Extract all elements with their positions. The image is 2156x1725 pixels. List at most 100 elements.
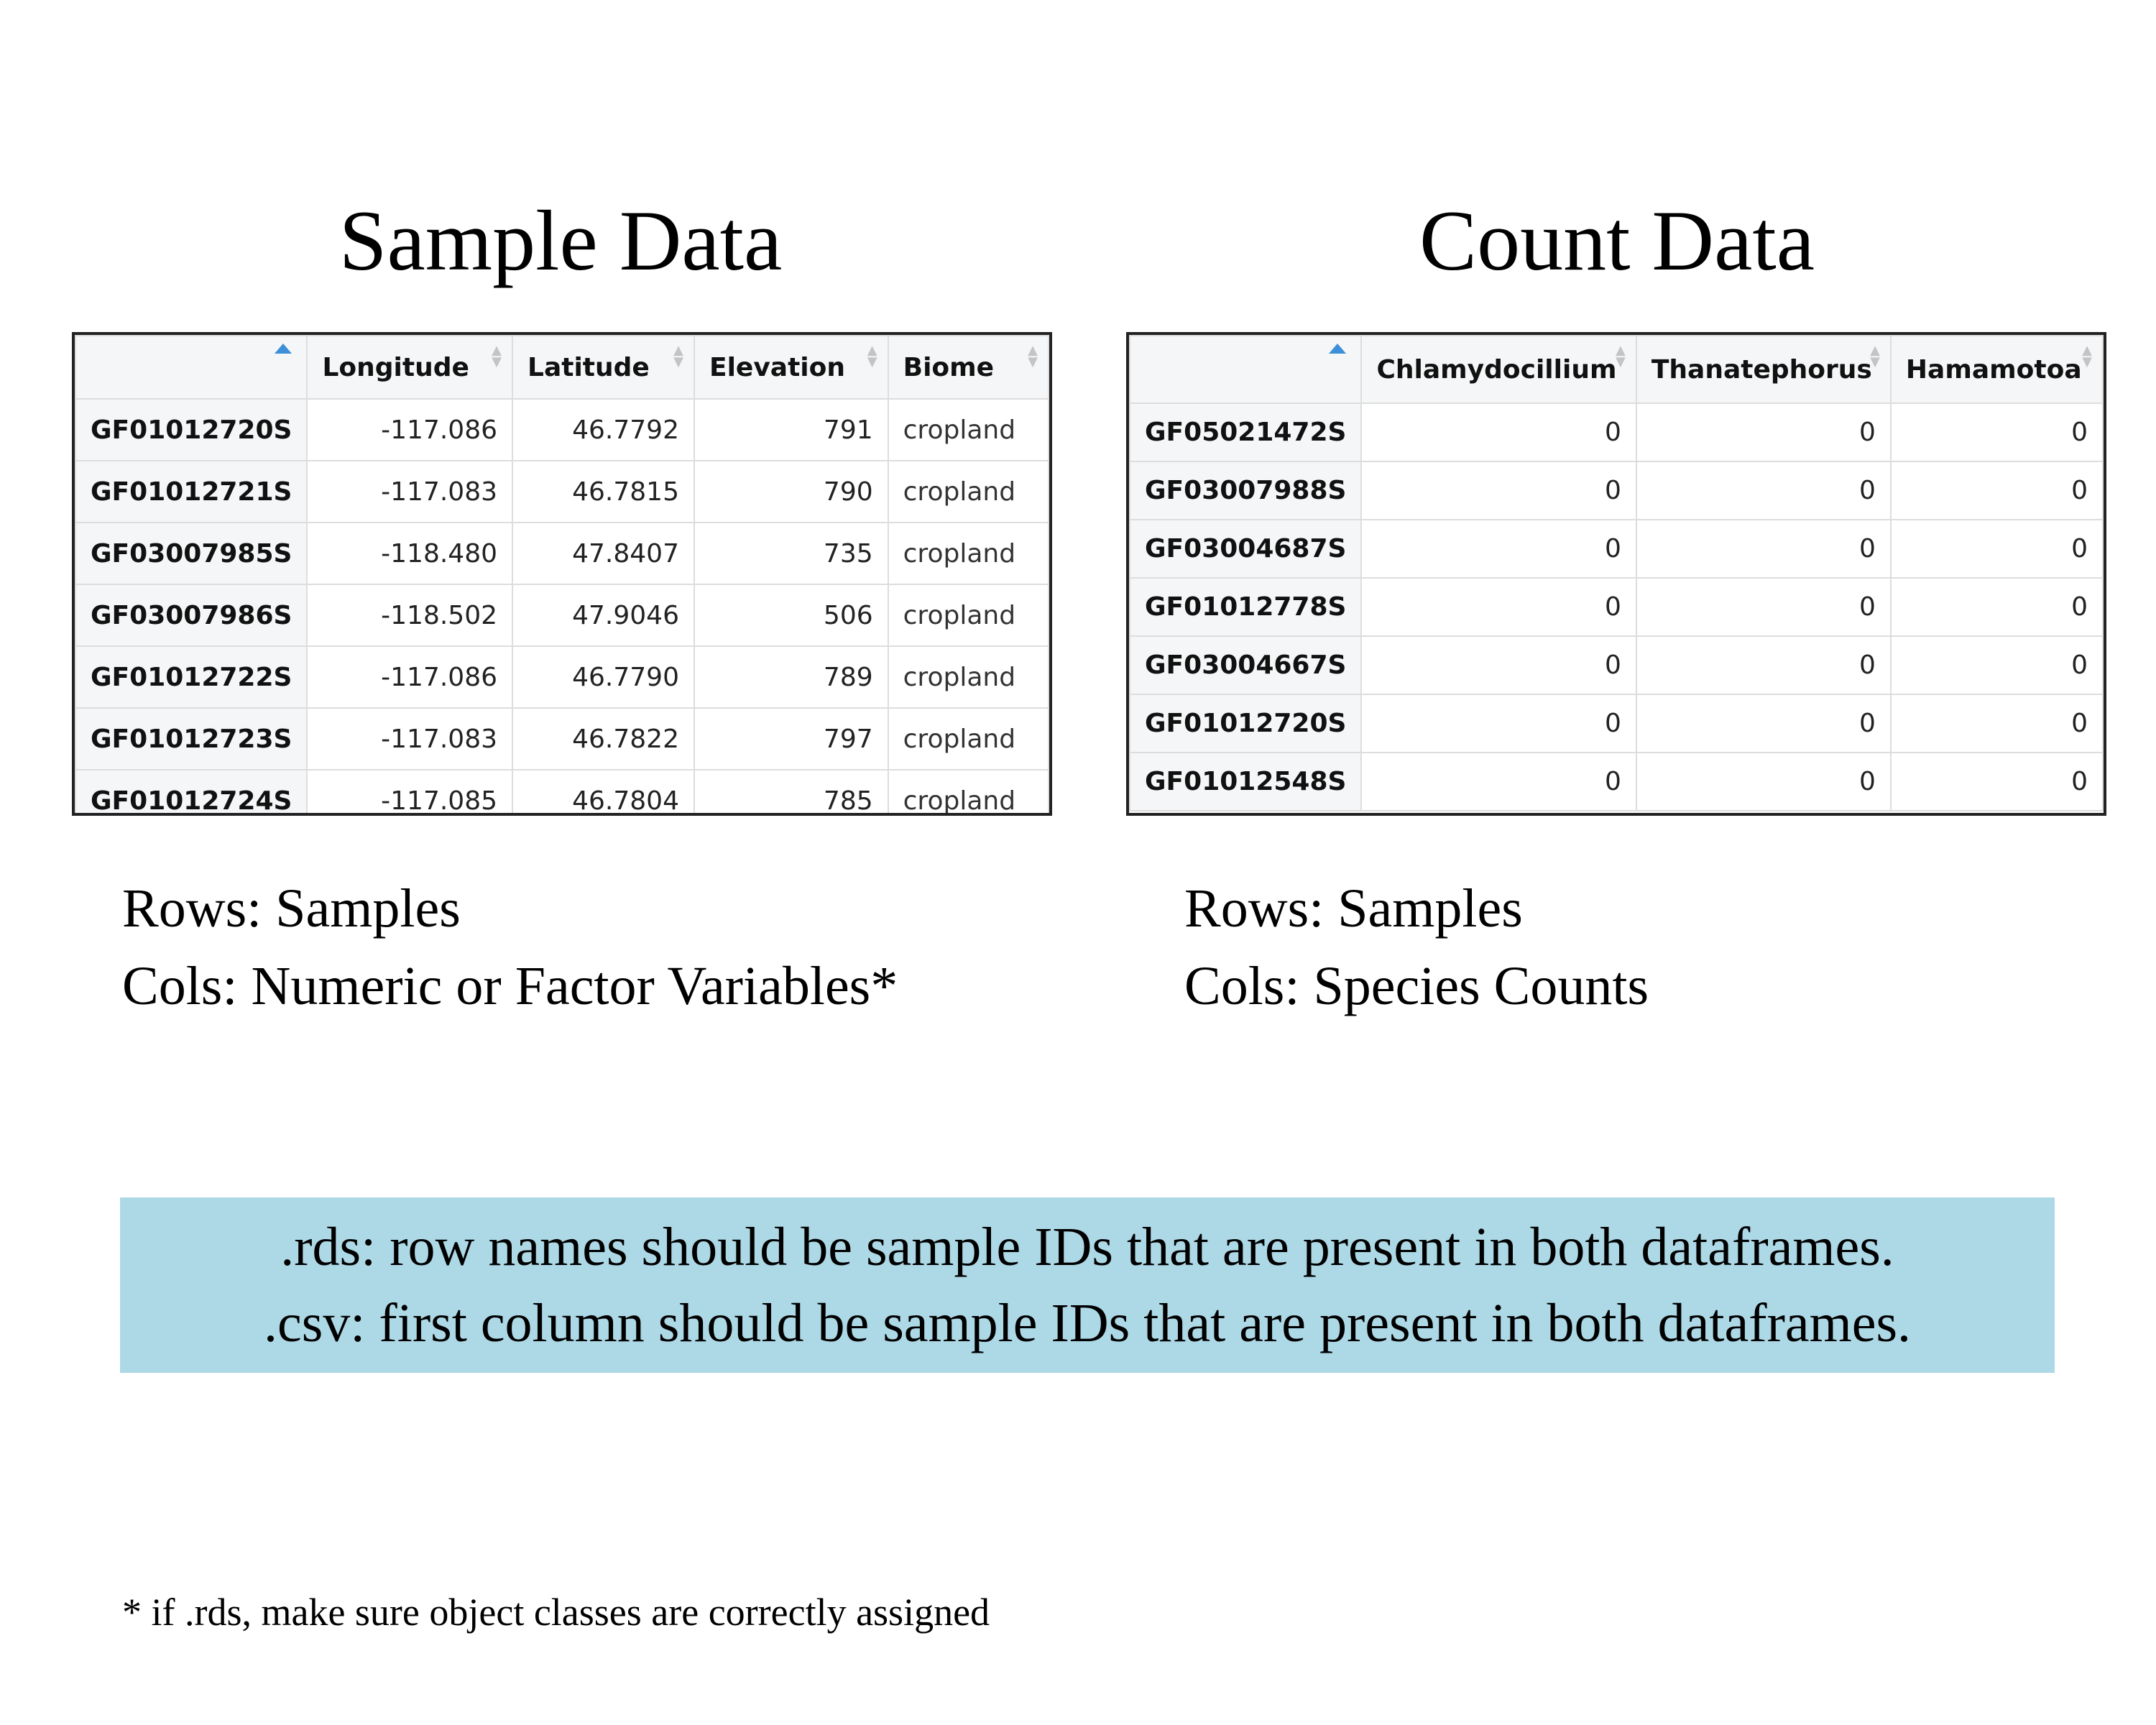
sample-column-header[interactable]: Elevation ▲ ▼ xyxy=(693,335,889,400)
sort-ascending-icon xyxy=(275,344,292,354)
table-cell: 46.7792 xyxy=(512,398,695,461)
table-row: GF01012722S -117.086 46.7790 789 cropland xyxy=(75,645,1049,709)
table-cell: -117.083 xyxy=(306,707,513,770)
table-cell: 46.7822 xyxy=(512,707,695,770)
format-note-box: .rds: row names should be sample IDs tha… xyxy=(120,1197,2055,1373)
table-cell: 0 xyxy=(1635,635,1892,695)
count-data-table: Chlamydocillium ▲ ▼ Thanatephorus ▲ ▼ Hamamoto… xyxy=(1129,335,2104,811)
sample-id-cell: GF05021472S xyxy=(1129,402,1363,462)
table-cell: 0 xyxy=(1889,635,2104,695)
table-row: GF03007988S 0 0 0 xyxy=(1129,461,2104,520)
table-cell: 791 xyxy=(693,398,889,461)
table-cell: 0 xyxy=(1360,519,1637,579)
sort-toggle-icon[interactable]: ▲ ▼ xyxy=(1616,343,1626,369)
column-header-label: Latitude xyxy=(528,352,650,382)
column-header-label: Biome xyxy=(903,352,995,382)
sample-id-cell: GF01012723S xyxy=(75,707,308,770)
sort-toggle-icon[interactable]: ▲ ▼ xyxy=(492,343,502,369)
sample-data-title: Sample Data xyxy=(338,193,783,288)
sort-toggle-icon[interactable]: ▲ ▼ xyxy=(673,343,683,369)
sort-toggle-icon[interactable]: ▲ ▼ xyxy=(2082,343,2092,369)
table-cell: cropland xyxy=(887,584,1049,647)
table-row: GF03007985S -118.480 47.8407 735 cropland xyxy=(75,522,1049,585)
table-cell: 789 xyxy=(693,645,889,709)
table-row: GF01012721S -117.083 46.7815 790 cropland xyxy=(75,460,1049,523)
table-cell: -118.480 xyxy=(306,522,513,585)
table-cell: -117.086 xyxy=(306,398,513,461)
table-cell: 47.8407 xyxy=(512,522,695,585)
table-cell: 0 xyxy=(1635,577,1892,637)
sample-id-cell: GF01012720S xyxy=(75,398,308,461)
table-cell: 0 xyxy=(1889,694,2104,753)
table-cell: 47.9046 xyxy=(512,584,695,647)
sort-toggle-icon[interactable]: ▲ ▼ xyxy=(1028,343,1038,369)
table-cell: 0 xyxy=(1360,461,1637,520)
sample-id-cell: GF01012720S xyxy=(1129,694,1363,753)
sample-id-cell: GF03004687S xyxy=(1129,519,1363,579)
sort-toggle-icon[interactable]: ▲ ▼ xyxy=(1870,343,1880,369)
table-cell: 0 xyxy=(1360,694,1637,753)
sample-column-header[interactable]: Biome ▲ ▼ xyxy=(887,335,1049,400)
footnote: * if .rds, make sure object classes are … xyxy=(122,1591,990,1634)
csv-note: .csv: first column should be sample IDs … xyxy=(263,1293,1912,1353)
table-cell: 0 xyxy=(1635,402,1892,462)
sample-data-description: Rows: Samples Cols: Numeric or Factor Va… xyxy=(122,870,898,1025)
table-cell: -117.083 xyxy=(306,460,513,523)
count-column-header[interactable]: Hamamotoa ▲ ▼ xyxy=(1889,335,2104,404)
sample-data-table-frame: Longitude ▲ ▼ Latitude ▲ ▼ Elevation ▲ ▼ Biome ▲ ▼ … xyxy=(72,332,1052,816)
table-row: GF01012720S -117.086 46.7792 791 cropland xyxy=(75,398,1049,461)
count-data-table-frame: Chlamydocillium ▲ ▼ Thanatephorus ▲ ▼ Hamamoto… xyxy=(1126,332,2106,816)
sample-id-cell: GF01012721S xyxy=(75,460,308,523)
count-cols-description: Cols: Species Counts xyxy=(1184,956,1649,1016)
table-cell: cropland xyxy=(887,645,1049,709)
sample-cols-description: Cols: Numeric or Factor Variables* xyxy=(122,956,898,1016)
table-row: GF01012778S 0 0 0 xyxy=(1129,577,2104,637)
table-cell: cropland xyxy=(887,398,1049,461)
table-cell: 46.7804 xyxy=(512,769,695,813)
table-cell: 785 xyxy=(693,769,889,813)
count-column-header[interactable]: Thanatephorus ▲ ▼ xyxy=(1635,335,1892,404)
sample-id-cell: GF03007986S xyxy=(75,584,308,647)
count-rows-description: Rows: Samples xyxy=(1184,878,1523,939)
table-cell: cropland xyxy=(887,707,1049,770)
table-cell: 0 xyxy=(1360,402,1637,462)
table-row: GF03004667S 0 0 0 xyxy=(1129,635,2104,695)
table-cell: cropland xyxy=(887,460,1049,523)
table-cell: 0 xyxy=(1360,752,1637,811)
table-cell: 0 xyxy=(1889,519,2104,579)
sample-column-header[interactable]: Longitude ▲ ▼ xyxy=(306,335,513,400)
table-cell: 0 xyxy=(1360,635,1637,695)
table-cell: 0 xyxy=(1635,519,1892,579)
table-row: GF03004687S 0 0 0 xyxy=(1129,519,2104,579)
count-rowname-header[interactable] xyxy=(1129,335,1363,404)
column-header-label: Hamamotoa xyxy=(1905,354,2082,385)
table-cell: 0 xyxy=(1889,461,2104,520)
table-cell: 0 xyxy=(1360,577,1637,637)
sample-data-table: Longitude ▲ ▼ Latitude ▲ ▼ Elevation ▲ ▼ Biome ▲ ▼ … xyxy=(75,335,1049,813)
sort-toggle-icon[interactable]: ▲ ▼ xyxy=(867,343,877,369)
table-cell: 0 xyxy=(1889,752,2104,811)
table-cell: -117.086 xyxy=(306,645,513,709)
table-cell: 46.7815 xyxy=(512,460,695,523)
sample-rows-description: Rows: Samples xyxy=(122,878,461,939)
table-cell: 0 xyxy=(1635,461,1892,520)
table-cell: -118.502 xyxy=(306,584,513,647)
column-header-label: Thanatephorus xyxy=(1651,354,1872,385)
table-cell: 0 xyxy=(1889,402,2104,462)
sample-id-cell: GF01012724S xyxy=(75,769,308,813)
table-cell: 735 xyxy=(693,522,889,585)
table-cell: 797 xyxy=(693,707,889,770)
sample-rowname-header[interactable] xyxy=(75,335,308,400)
sample-column-header[interactable]: Latitude ▲ ▼ xyxy=(512,335,695,400)
table-row: GF01012548S 0 0 0 xyxy=(1129,752,2104,811)
table-cell: 0 xyxy=(1635,694,1892,753)
table-cell: 46.7790 xyxy=(512,645,695,709)
sample-id-cell: GF01012548S xyxy=(1129,752,1363,811)
sample-id-cell: GF01012778S xyxy=(1129,577,1363,637)
table-cell: 790 xyxy=(693,460,889,523)
table-row: GF01012723S -117.083 46.7822 797 cropland xyxy=(75,707,1049,770)
count-data-title: Count Data xyxy=(1419,193,1815,288)
table-cell: 0 xyxy=(1889,577,2104,637)
table-row: GF01012724S -117.085 46.7804 785 cropland xyxy=(75,769,1049,813)
count-column-header[interactable]: Chlamydocillium ▲ ▼ xyxy=(1360,335,1637,404)
